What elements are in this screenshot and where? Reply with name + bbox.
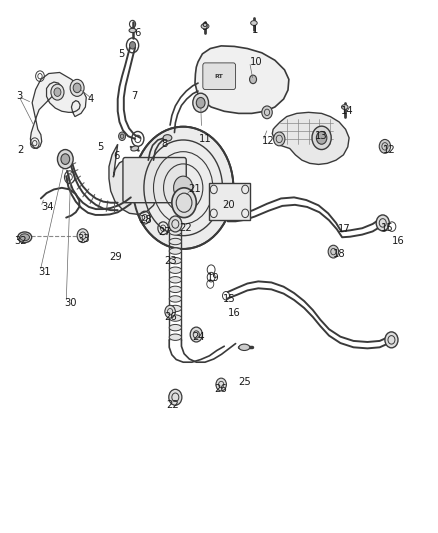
Text: 15: 15 bbox=[381, 223, 393, 233]
Text: 5: 5 bbox=[119, 49, 125, 59]
Ellipse shape bbox=[129, 28, 136, 33]
Polygon shape bbox=[30, 72, 86, 149]
Circle shape bbox=[312, 126, 331, 150]
Ellipse shape bbox=[169, 238, 181, 245]
Text: 2: 2 bbox=[17, 144, 24, 155]
Text: 30: 30 bbox=[64, 297, 77, 308]
Text: 16: 16 bbox=[392, 236, 405, 246]
FancyBboxPatch shape bbox=[123, 158, 186, 203]
Circle shape bbox=[169, 216, 182, 232]
Text: 8: 8 bbox=[161, 139, 168, 149]
Text: 7: 7 bbox=[132, 91, 138, 101]
Text: 15: 15 bbox=[223, 294, 236, 304]
Circle shape bbox=[250, 75, 257, 84]
Ellipse shape bbox=[163, 135, 172, 141]
Text: 26: 26 bbox=[215, 384, 227, 394]
Circle shape bbox=[196, 98, 205, 108]
Circle shape bbox=[379, 140, 391, 154]
Ellipse shape bbox=[20, 234, 29, 241]
Text: 29: 29 bbox=[109, 252, 122, 262]
Circle shape bbox=[77, 229, 88, 243]
Circle shape bbox=[274, 132, 285, 146]
Ellipse shape bbox=[169, 257, 181, 264]
Circle shape bbox=[328, 245, 339, 258]
Text: 34: 34 bbox=[41, 202, 53, 212]
FancyBboxPatch shape bbox=[208, 183, 251, 220]
Text: 32: 32 bbox=[14, 236, 26, 246]
Text: 19: 19 bbox=[207, 273, 219, 283]
Circle shape bbox=[262, 106, 272, 119]
Circle shape bbox=[119, 132, 126, 141]
Text: 11: 11 bbox=[199, 134, 212, 144]
Circle shape bbox=[173, 176, 193, 199]
Ellipse shape bbox=[201, 23, 209, 29]
Ellipse shape bbox=[342, 104, 348, 109]
Circle shape bbox=[316, 132, 327, 144]
Text: RT: RT bbox=[215, 74, 223, 79]
Text: 22: 22 bbox=[180, 223, 192, 233]
Text: 33: 33 bbox=[77, 234, 90, 244]
Text: 24: 24 bbox=[192, 332, 205, 342]
Ellipse shape bbox=[18, 232, 32, 243]
Text: 12: 12 bbox=[262, 136, 275, 146]
Text: 5: 5 bbox=[97, 142, 103, 152]
Text: 9: 9 bbox=[201, 22, 208, 33]
Circle shape bbox=[61, 154, 70, 165]
Text: 18: 18 bbox=[332, 249, 345, 259]
Ellipse shape bbox=[169, 267, 181, 273]
Circle shape bbox=[54, 88, 61, 96]
Circle shape bbox=[376, 215, 389, 231]
Circle shape bbox=[70, 79, 84, 96]
Text: 20: 20 bbox=[223, 200, 235, 211]
Circle shape bbox=[216, 378, 226, 391]
Text: 27: 27 bbox=[159, 227, 172, 237]
Text: 28: 28 bbox=[140, 215, 152, 225]
Ellipse shape bbox=[169, 325, 181, 331]
Text: 22: 22 bbox=[166, 400, 179, 410]
Circle shape bbox=[57, 150, 73, 168]
Circle shape bbox=[130, 42, 136, 49]
Ellipse shape bbox=[169, 248, 181, 254]
Text: 26: 26 bbox=[164, 312, 177, 322]
Text: 6: 6 bbox=[113, 151, 120, 161]
Text: 4: 4 bbox=[88, 94, 94, 104]
Text: 12: 12 bbox=[383, 144, 396, 155]
FancyBboxPatch shape bbox=[203, 63, 236, 90]
Text: 14: 14 bbox=[341, 106, 354, 116]
Polygon shape bbox=[109, 144, 158, 214]
Circle shape bbox=[172, 188, 196, 217]
Circle shape bbox=[73, 83, 81, 93]
Circle shape bbox=[193, 93, 208, 112]
Circle shape bbox=[133, 127, 233, 249]
Ellipse shape bbox=[169, 286, 181, 293]
Ellipse shape bbox=[169, 296, 181, 302]
Text: 31: 31 bbox=[38, 267, 50, 277]
Circle shape bbox=[165, 305, 175, 318]
Ellipse shape bbox=[169, 315, 181, 321]
Text: 6: 6 bbox=[134, 28, 140, 38]
Text: 16: 16 bbox=[228, 308, 240, 318]
Circle shape bbox=[385, 332, 398, 348]
Circle shape bbox=[169, 389, 182, 405]
Text: 13: 13 bbox=[315, 131, 328, 141]
Ellipse shape bbox=[169, 334, 181, 341]
Text: 1: 1 bbox=[252, 25, 258, 35]
Text: 21: 21 bbox=[188, 184, 201, 195]
Polygon shape bbox=[272, 112, 349, 165]
Ellipse shape bbox=[239, 344, 250, 351]
Polygon shape bbox=[195, 46, 289, 114]
Circle shape bbox=[51, 84, 64, 100]
Ellipse shape bbox=[169, 229, 181, 235]
Text: 3: 3 bbox=[16, 91, 22, 101]
Text: 23: 23 bbox=[164, 256, 177, 266]
Ellipse shape bbox=[251, 21, 257, 26]
Ellipse shape bbox=[131, 146, 138, 151]
Circle shape bbox=[190, 327, 202, 342]
Ellipse shape bbox=[169, 305, 181, 312]
Text: 17: 17 bbox=[338, 224, 351, 235]
Ellipse shape bbox=[169, 277, 181, 283]
Text: 10: 10 bbox=[250, 57, 262, 67]
Text: 25: 25 bbox=[239, 377, 251, 387]
